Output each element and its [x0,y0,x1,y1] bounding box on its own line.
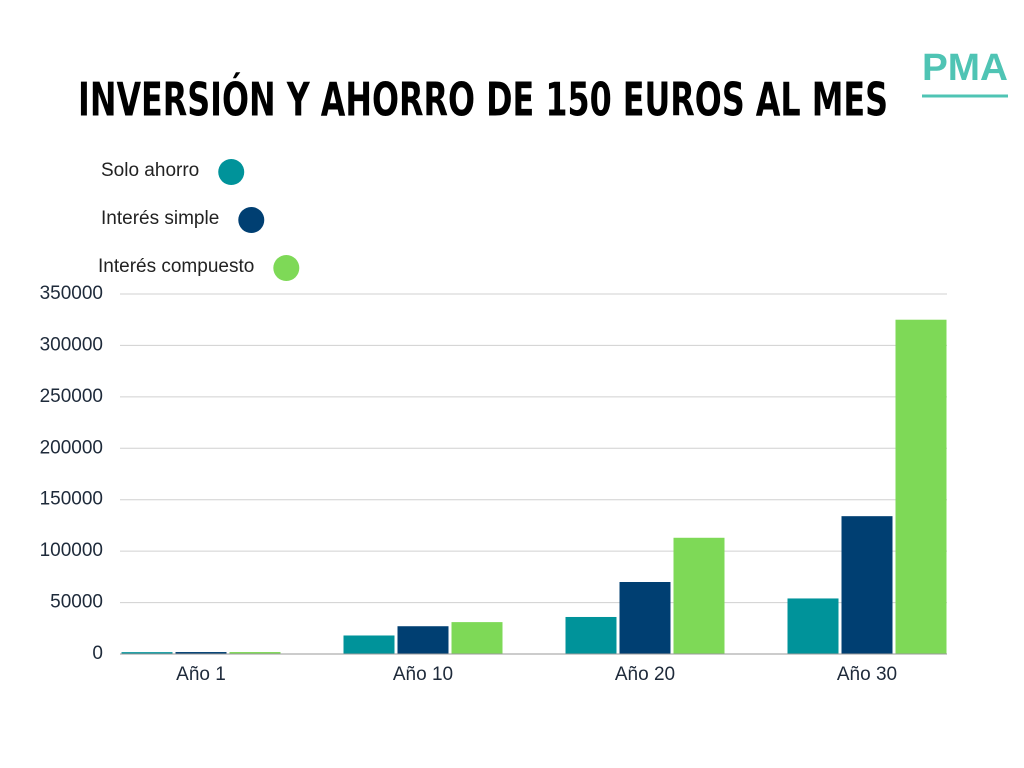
y-tick-label: 0 [92,643,103,664]
bar [343,635,395,654]
y-tick-label: 50000 [50,592,103,613]
y-tick-label: 200000 [40,437,103,458]
y-tick-label: 100000 [40,540,103,561]
y-tick-label: 300000 [40,334,103,355]
bar [787,598,839,654]
bar [397,626,449,654]
bar [229,652,281,654]
bar [121,652,173,654]
x-tick-label: Año 10 [393,664,453,685]
bar [895,319,947,654]
bar [175,652,227,654]
bar [841,516,893,654]
y-tick-label: 150000 [40,489,103,510]
legend-label: Interés simple [101,208,219,229]
y-tick-label: 250000 [40,386,103,407]
legend-swatch [238,207,265,233]
bar [619,582,671,654]
legend-swatch [273,255,300,281]
x-tick-label: Año 20 [615,664,675,685]
y-tick-label: 350000 [40,283,103,304]
legend-swatch [218,159,245,185]
legend-label: Solo ahorro [101,160,199,181]
x-tick-label: Año 30 [837,664,897,685]
legend-label: Interés compuesto [98,256,254,277]
chart-title: INVERSIÓN Y AHORRO DE 150 EUROS AL MES [78,73,888,127]
x-tick-label: Año 1 [176,664,226,685]
bar [451,622,503,654]
logo: PMA [922,47,1008,89]
bar [565,616,617,654]
bar [673,537,725,654]
